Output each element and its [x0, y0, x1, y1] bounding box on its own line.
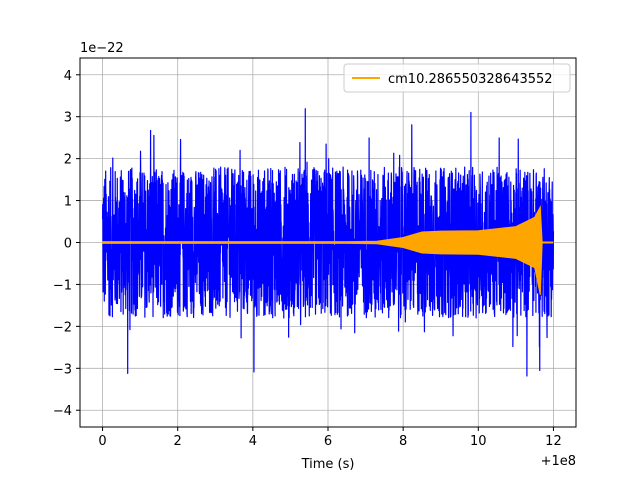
y-tick-label: 0	[64, 237, 72, 252]
noise-line	[101, 108, 555, 377]
y-tick-label: 2	[64, 153, 72, 168]
x-tick-label: 8	[399, 434, 407, 449]
x-tick-label: 12	[545, 434, 562, 449]
x-tick-label: 6	[324, 434, 332, 449]
x-tick-label: 4	[249, 434, 257, 449]
legend-label-template: cm10.286550328643552	[388, 72, 553, 87]
x-tick-label: 10	[470, 434, 487, 449]
y-tick-label: −1	[53, 278, 72, 293]
noise-series	[101, 108, 555, 377]
y-tick-label: −4	[53, 404, 72, 419]
x-tick-label: 0	[98, 434, 106, 449]
y-scale-text: 1e−22	[80, 41, 124, 56]
x-axis-label: Time (s)	[301, 457, 355, 472]
x-tick-label: 2	[174, 434, 182, 449]
y-tick-label: 1	[64, 195, 72, 210]
y-tick-label: −2	[53, 320, 72, 335]
x-offset-text: +1e8	[541, 454, 576, 469]
y-tick-label: 3	[64, 111, 72, 126]
template-series	[102, 205, 554, 296]
y-tick-label: 4	[64, 69, 72, 84]
legend: cm10.286550328643552	[343, 63, 571, 93]
y-tick-label: −3	[53, 362, 72, 377]
legend-box	[343, 63, 571, 93]
